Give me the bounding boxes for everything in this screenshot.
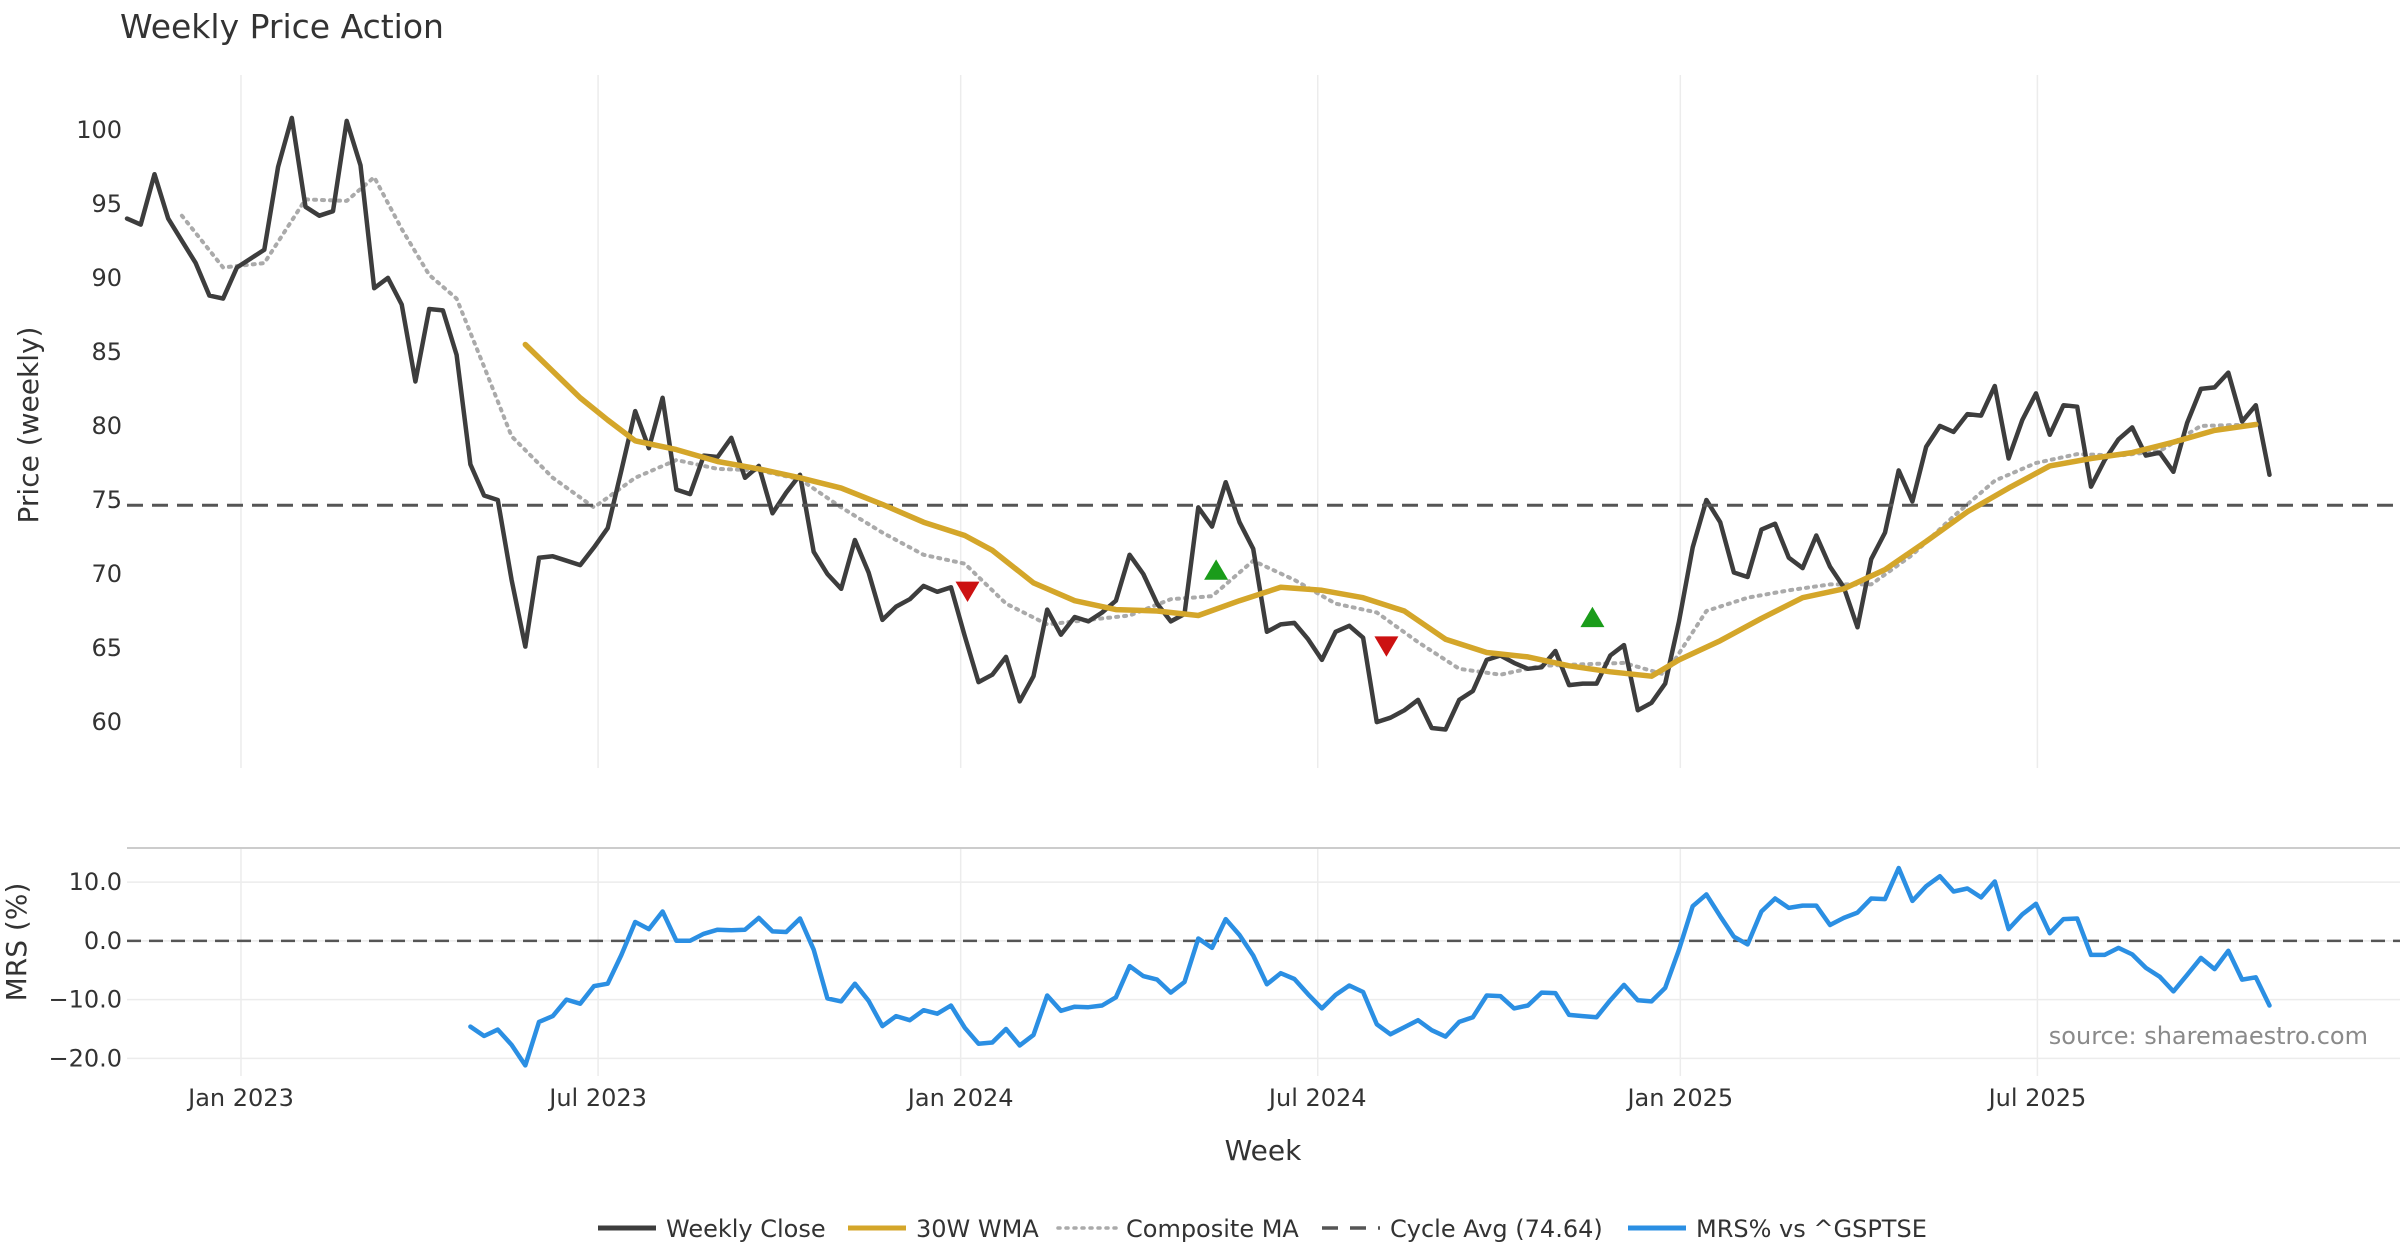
x-tick-label: Jul 2023: [547, 1084, 647, 1112]
weekly-close-line: [124, 115, 2272, 732]
price-y-tick-label: 95: [91, 190, 122, 218]
mrs-y-tick-label: 10.0: [69, 868, 122, 896]
mrs-y-tick-label: 0.0: [84, 927, 122, 955]
mrs-y-axis-label: MRS (%): [0, 883, 33, 1002]
sell-signal-marker: [955, 581, 980, 602]
price-y-tick-label: 90: [91, 264, 122, 292]
price-y-axis-label: Price (weekly): [12, 327, 45, 524]
composite-ma-line: [179, 175, 2258, 677]
buy-signal-marker: [1204, 559, 1229, 580]
legend-label: Composite MA: [1126, 1215, 1299, 1243]
x-tick-label: Jan 2023: [186, 1084, 294, 1112]
price-y-tick-label: 70: [91, 560, 122, 588]
legend-label: MRS% vs ^GSPTSE: [1696, 1215, 1927, 1243]
price-y-tick-label: 85: [91, 338, 122, 366]
chart-title: Weekly Price Action: [120, 7, 444, 46]
price-panel-grid: [240, 75, 2039, 768]
source-label: source: sharemaestro.com: [2049, 1022, 2368, 1050]
x-tick-label: Jan 2025: [1625, 1084, 1733, 1112]
axis-ticks: Jan 2023 Jul 2023 Jan 2024 Jul 2024 Jan 2025…: [48, 116, 2086, 1112]
price-panel-series: [124, 115, 2400, 732]
price-y-tick-label: 65: [91, 634, 122, 662]
wma30-line: [522, 341, 2259, 679]
x-tick-label: Jul 2025: [1987, 1084, 2087, 1112]
legend-label: Weekly Close: [666, 1215, 826, 1243]
price-y-tick-label: 60: [91, 708, 122, 736]
sell-signal-marker: [1374, 636, 1399, 657]
buy-signal-marker: [1580, 606, 1605, 628]
price-y-tick-label: 100: [76, 116, 122, 144]
mrs-y-tick-label: −20.0: [48, 1044, 122, 1072]
mrs-line: [468, 865, 2272, 1068]
mrs-panel-series: [468, 865, 2272, 1068]
price-y-tick-label: 80: [91, 412, 122, 440]
legend: Weekly Close 30W WMA Composite MA Cycle Avg…: [598, 1215, 1927, 1243]
mrs-y-tick-label: −10.0: [48, 986, 122, 1014]
mrs-panel-grid: [127, 847, 2400, 1076]
price-y-tick-label: 75: [91, 486, 122, 514]
x-axis-label: Week: [1225, 1134, 1302, 1167]
legend-label: 30W WMA: [916, 1215, 1039, 1243]
legend-label: Cycle Avg (74.64): [1390, 1215, 1603, 1243]
x-tick-label: Jan 2024: [906, 1084, 1014, 1112]
x-tick-label: Jul 2024: [1267, 1084, 1367, 1112]
